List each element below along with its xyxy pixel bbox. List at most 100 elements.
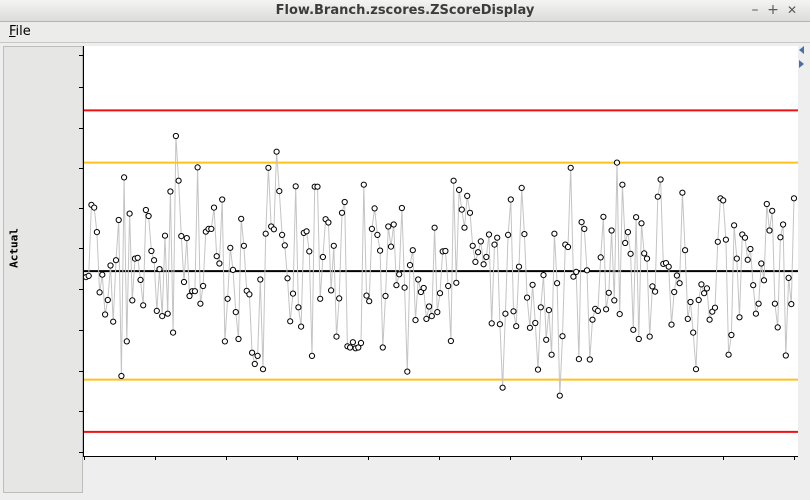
data-point-167 [537,304,544,311]
data-point-120 [409,247,416,254]
data-point-189 [597,254,604,261]
data-point-172 [551,230,558,237]
data-point-27 [156,266,163,273]
data-point-192 [605,289,612,296]
y-label-panel [3,46,83,493]
data-point-121 [412,317,419,324]
data-point-199 [624,229,632,236]
data-point-101 [357,339,365,347]
data-point-139 [461,224,468,231]
data-point-135 [450,177,457,184]
data-point-239 [733,255,740,262]
data-point-141 [466,209,474,216]
data-point-86 [317,295,324,302]
data-point-60 [246,291,253,298]
data-point-62 [251,360,258,368]
data-point-31 [167,188,174,195]
data-point-126 [426,303,433,310]
data-point-158 [513,323,520,330]
minimize-icon[interactable]: – [751,2,759,18]
data-point-67 [265,164,272,171]
data-point-145 [477,238,484,245]
data-point-210 [654,193,661,200]
data-point-153 [499,384,506,391]
data-point-229 [706,316,713,323]
data-point-4 [93,229,101,236]
data-point-19 [134,254,141,261]
data-point-256 [780,221,787,228]
data-point-95 [341,198,348,206]
data-point-54 [229,266,237,273]
data-point-58 [240,242,247,249]
data-point-190 [600,213,607,220]
data-point-140 [464,192,471,199]
data-point-171 [548,351,555,358]
data-point-207 [646,333,653,340]
data-point-34 [175,177,182,184]
data-point-115 [396,271,403,278]
data-point-83 [308,352,316,359]
data-point-184 [583,267,591,274]
data-point-94 [338,209,346,216]
data-point-71 [276,188,283,195]
data-point-183 [581,225,588,232]
data-point-149 [488,320,495,327]
data-point-219 [679,189,686,196]
data-point-109 [379,344,386,351]
data-point-250 [763,200,770,208]
maximize-icon[interactable]: + [767,2,779,18]
data-point-33 [172,132,179,140]
data-point-114 [393,282,400,289]
data-point-251 [766,227,773,234]
data-point-76 [289,290,297,297]
data-point-235 [722,236,730,243]
data-point-164 [529,281,536,288]
data-point-132 [442,247,449,255]
data-point-222 [687,298,694,306]
data-point-1 [85,272,92,279]
data-point-245 [750,282,757,289]
data-point-160 [518,184,525,191]
data-point-220 [682,247,689,254]
data-point-217 [673,272,681,279]
data-point-159 [515,263,523,270]
data-point-203 [635,335,642,343]
data-point-157 [510,308,517,315]
data-point-29 [161,232,169,239]
scroll-arrows-icon[interactable] [798,46,806,72]
data-point-204 [638,220,645,227]
data-point-56 [235,335,242,343]
data-point-177 [564,243,572,251]
data-point-119 [406,262,414,269]
data-point-182 [578,219,585,226]
data-point-102 [360,181,367,188]
data-point-40 [191,288,198,295]
data-point-111 [385,223,392,230]
data-point-53 [227,244,234,251]
data-point-117 [401,284,408,291]
data-point-257 [782,352,789,359]
data-point-38 [186,292,193,300]
data-point-30 [164,310,171,317]
data-point-150 [491,241,498,248]
data-point-236 [725,351,732,358]
data-point-185 [586,356,593,363]
data-point-173 [554,280,561,287]
data-point-113 [390,221,397,228]
data-point-196 [616,311,623,318]
data-point-118 [404,368,411,375]
data-point-133 [445,282,452,290]
menu-bar: File [0,22,810,43]
title-bar[interactable]: Flow.Branch.zscores.ZScoreDisplay – + ✕ [0,0,810,22]
close-icon[interactable]: ✕ [786,3,798,17]
data-point-47 [210,204,218,211]
data-point-7 [102,311,109,318]
data-point-64 [257,276,264,283]
data-point-168 [540,272,547,279]
data-point-23 [145,212,152,220]
data-point-3 [91,204,98,211]
menu-file[interactable]: File [9,24,31,39]
data-point-170 [545,307,553,314]
data-point-142 [469,242,476,249]
